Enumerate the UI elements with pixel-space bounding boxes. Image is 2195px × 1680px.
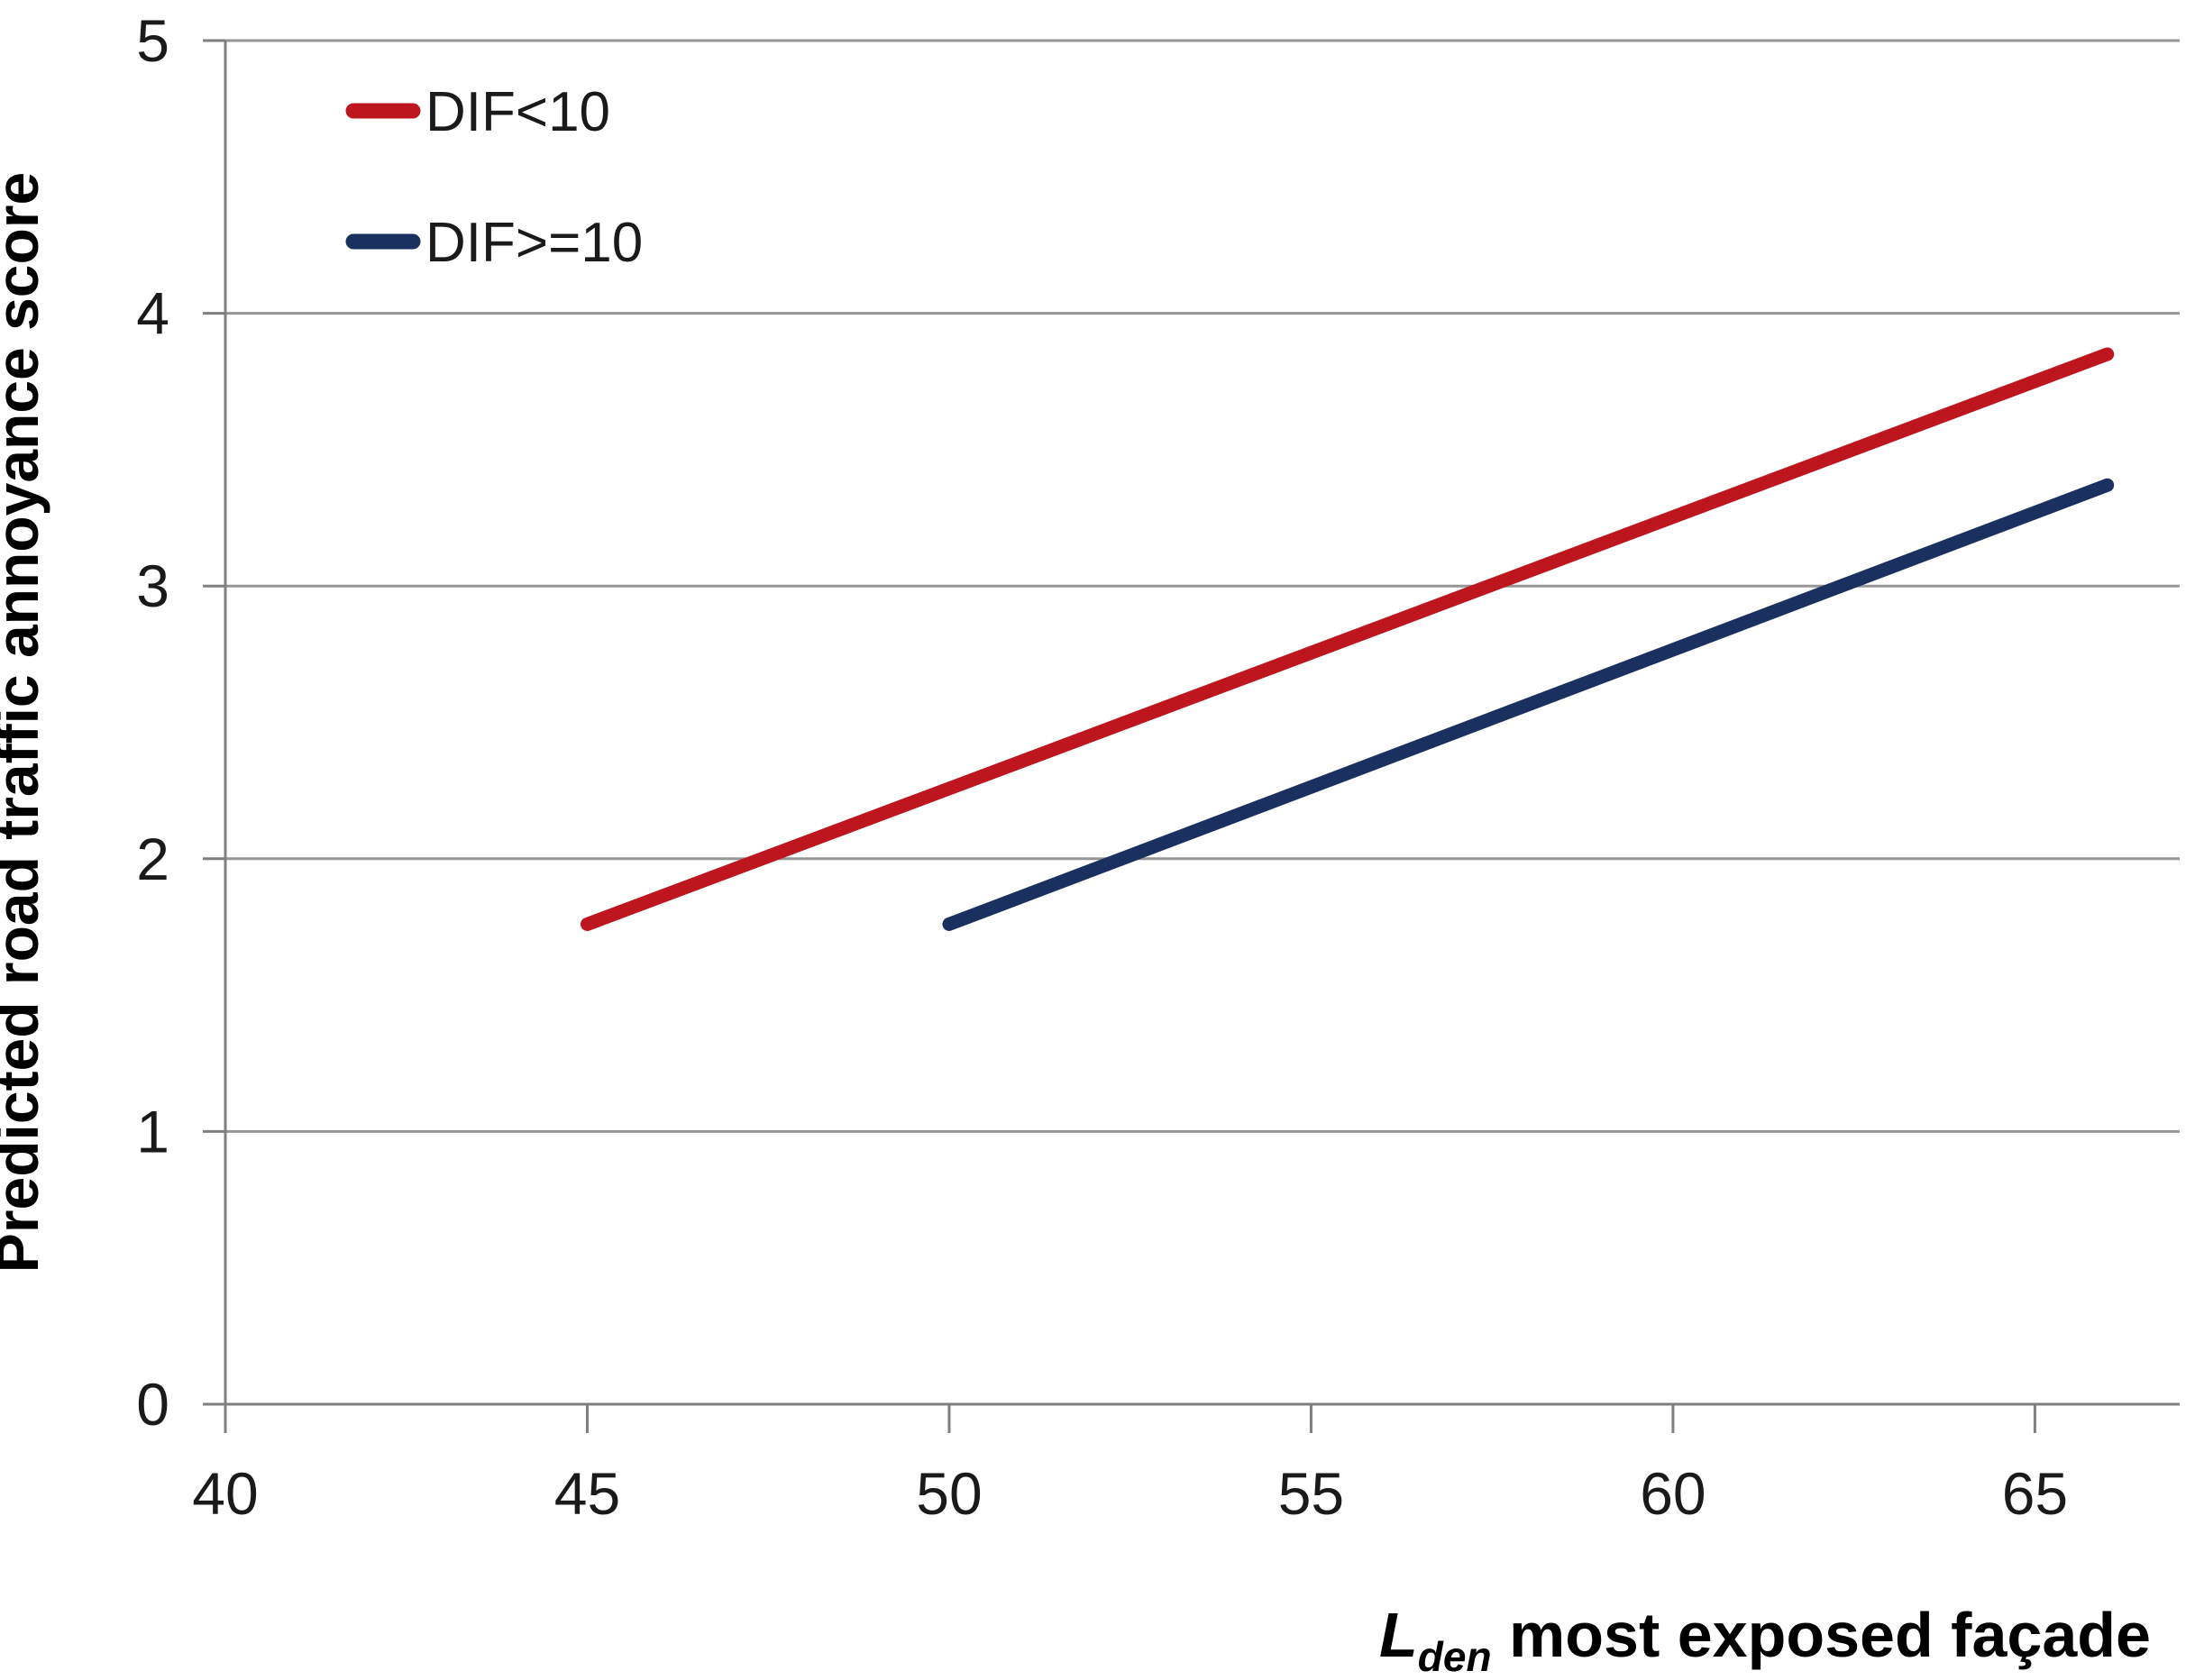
y-tick-label: 2 bbox=[136, 826, 169, 892]
x-tick-label: 45 bbox=[554, 1460, 620, 1527]
x-axis-title: Lden most exposed façade bbox=[1379, 1600, 2151, 1680]
x-axis-title-subscript: den bbox=[1418, 1633, 1492, 1680]
series-line-dif-gte-10 bbox=[942, 478, 2115, 931]
y-axis-title: Predicted road traffic annoyance score bbox=[0, 172, 50, 1273]
y-tick-label: 4 bbox=[136, 280, 169, 347]
x-tick-label: 55 bbox=[1278, 1460, 1344, 1527]
x-axis-title-symbol: L bbox=[1379, 1600, 1418, 1670]
x-tick-label: 65 bbox=[2002, 1460, 2068, 1527]
x-tick-label: 50 bbox=[916, 1460, 982, 1527]
y-tick-label: 5 bbox=[136, 7, 169, 74]
series-line-dif-lt-10 bbox=[580, 347, 2115, 931]
x-tick-label: 40 bbox=[192, 1460, 258, 1527]
x-tick-label: 60 bbox=[1640, 1460, 1706, 1527]
legend-label-dif-lt-10: DIF<10 bbox=[425, 81, 610, 143]
y-tick-label: 3 bbox=[136, 552, 169, 619]
y-tick-label: 1 bbox=[136, 1098, 169, 1164]
x-axis-title-text: most exposed façade bbox=[1492, 1600, 2151, 1670]
legend-label-dif-gte-10: DIF>=10 bbox=[425, 212, 643, 274]
y-tick-label: 0 bbox=[136, 1371, 169, 1438]
